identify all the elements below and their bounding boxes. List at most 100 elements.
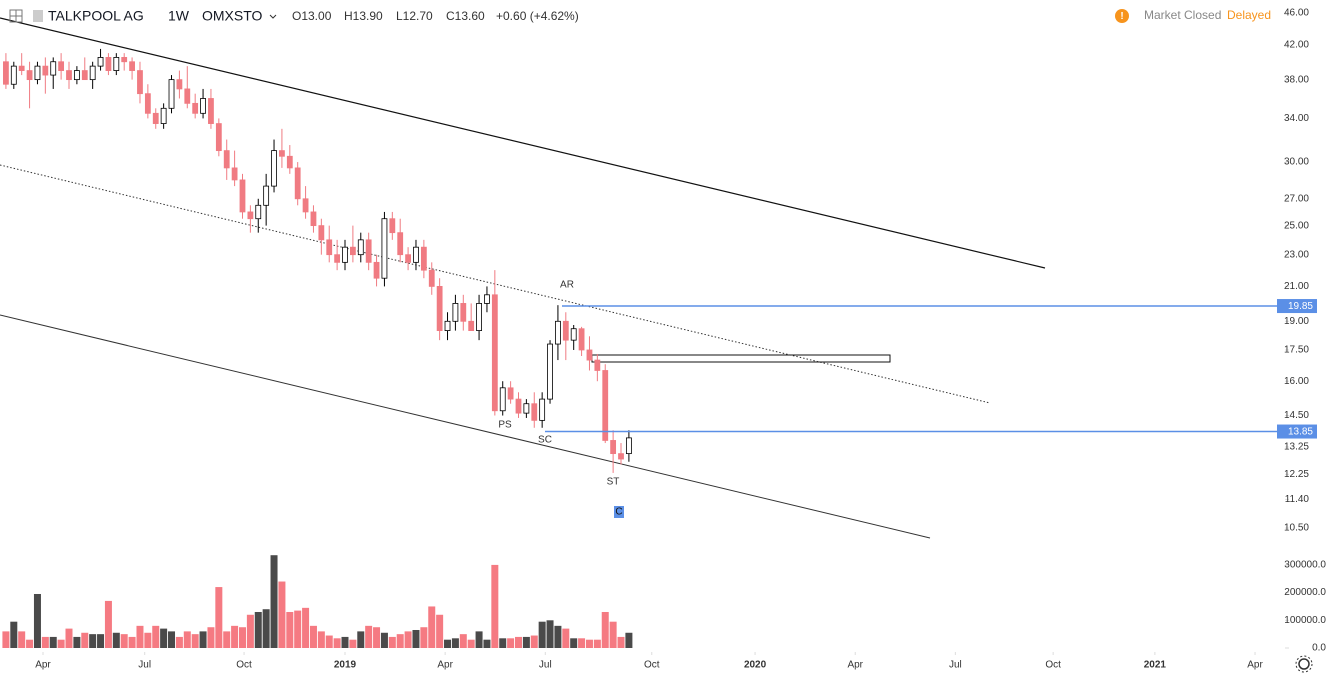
exchange[interactable]: OMXSTO (202, 8, 263, 24)
y-tick-label: 27.00 (1284, 193, 1309, 204)
candle (129, 57, 135, 80)
volume-bar (199, 631, 207, 648)
volume-bar (459, 634, 467, 648)
settings-icon[interactable] (1298, 658, 1310, 670)
candle-body (176, 79, 183, 90)
volume-bar (578, 638, 586, 648)
price-tag (1277, 424, 1317, 439)
candle (460, 294, 467, 331)
candle (144, 84, 151, 119)
candle-body (168, 79, 175, 109)
candle-body (89, 65, 96, 81)
candle-body (484, 294, 490, 304)
candle (428, 262, 435, 295)
candle (271, 139, 277, 193)
candle-body (160, 107, 167, 124)
symbol[interactable]: TALKPOOL AG (48, 8, 144, 24)
candle-body (184, 88, 191, 104)
candle-body (200, 98, 206, 114)
candle (247, 205, 254, 233)
candle-body (349, 246, 356, 256)
candle (452, 294, 459, 331)
candle (58, 53, 65, 80)
volume-bar (152, 625, 160, 648)
y-tick-label: 23.00 (1284, 249, 1309, 260)
candle-body (152, 112, 159, 124)
low: L12.70 (396, 9, 433, 23)
candle-body (66, 70, 72, 81)
candle (602, 364, 609, 444)
candle-body (547, 343, 553, 400)
x-tick-label: Jul (949, 660, 962, 671)
volume-bar (467, 639, 475, 648)
change: +0.60 (+4.62%) (496, 9, 579, 23)
candle (397, 218, 404, 263)
candle (523, 399, 530, 418)
candle (89, 61, 96, 89)
volume-bar (10, 621, 18, 648)
candle (586, 336, 593, 371)
volume-bar (160, 628, 168, 648)
candle-body (507, 387, 514, 400)
candle-body (594, 359, 601, 371)
y2-tick-label: 0.0 (1312, 643, 1326, 654)
volume-bar (617, 636, 625, 648)
y-tick-label: 34.00 (1284, 113, 1309, 124)
volume-bar (428, 606, 436, 648)
candle-body (302, 198, 309, 213)
volume-bar (570, 638, 578, 648)
close: C13.60 (446, 9, 485, 23)
y-tick-label: 11.40 (1285, 494, 1310, 505)
volume-bar (278, 581, 286, 648)
candle-body (602, 370, 609, 441)
candle (231, 150, 238, 187)
volume-bar (333, 638, 341, 648)
candle-body (58, 61, 65, 71)
candle (18, 53, 25, 76)
candle-body (476, 303, 482, 331)
volume-bar (625, 632, 633, 648)
x-tick-label: 2019 (334, 660, 357, 671)
candle-body (10, 65, 17, 85)
y-tick-label: 16.00 (1284, 376, 1309, 387)
settings-icon[interactable] (1295, 655, 1313, 673)
x-tick-label: Apr (1247, 660, 1263, 671)
candle (570, 324, 577, 350)
volume-bar (223, 631, 231, 648)
candle-body (397, 232, 404, 256)
volume-bar (168, 631, 176, 648)
candle-body (113, 57, 120, 71)
candle (3, 53, 9, 89)
candle-body (271, 150, 277, 187)
volume-bar (585, 639, 593, 648)
candle-body (334, 254, 341, 263)
settings[interactable] (1295, 655, 1313, 673)
interval[interactable]: 1W (168, 8, 190, 24)
candle-body (208, 98, 214, 124)
x-tick-label: Apr (847, 660, 863, 671)
candle-body (468, 320, 475, 331)
volume-bar (522, 636, 530, 648)
candle-body (610, 440, 617, 455)
candle (97, 48, 104, 71)
volume-bar (530, 635, 538, 648)
x-tick-label: Oct (236, 660, 252, 671)
volume-bar (507, 638, 515, 648)
candle-body (413, 246, 419, 263)
candle (286, 145, 293, 174)
candle (491, 270, 498, 416)
candle-body (263, 185, 270, 206)
candle (405, 247, 411, 271)
volume-bar (546, 620, 554, 648)
candle (10, 61, 17, 89)
candle-body (18, 65, 25, 71)
candle (507, 381, 514, 404)
candle (468, 303, 475, 331)
x-tick-label: Oct (644, 660, 660, 671)
candle-body (555, 320, 561, 345)
candle (373, 254, 380, 287)
volume-bar (254, 611, 262, 648)
candle-body (570, 328, 577, 341)
